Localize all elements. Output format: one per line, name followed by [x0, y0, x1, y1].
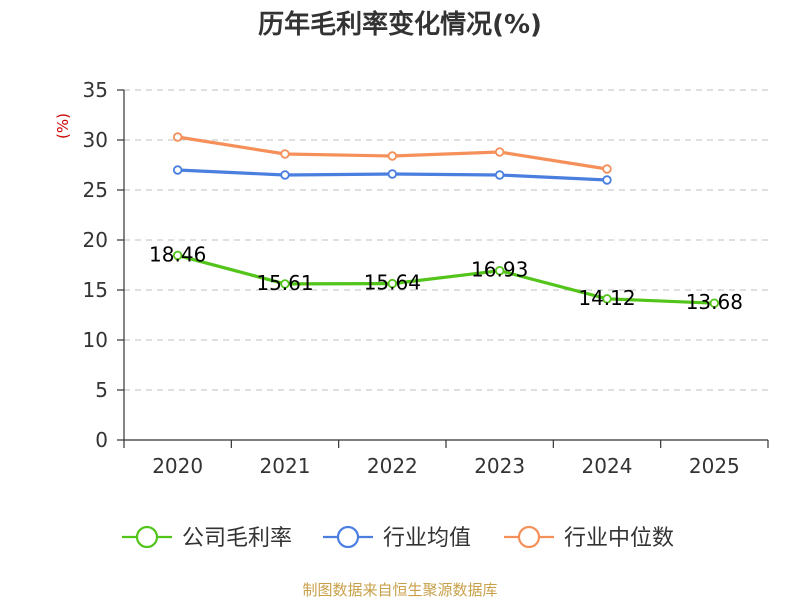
- legend-label: 行业中位数: [564, 526, 674, 551]
- data-label: 18.46: [149, 242, 206, 266]
- x-tick-label: 2022: [367, 454, 418, 478]
- legend-marker: [517, 525, 541, 549]
- legend-item[interactable]: 公司毛利率: [122, 525, 292, 551]
- data-point: [602, 164, 612, 174]
- data-point: [280, 149, 290, 159]
- y-tick-label: 5: [95, 378, 108, 402]
- data-label: 15.61: [256, 271, 313, 295]
- data-point: [709, 298, 720, 308]
- data-point: [172, 250, 183, 261]
- series-1: [172, 250, 720, 308]
- y-tick-label: 35: [83, 78, 108, 102]
- data-label: 14.12: [578, 286, 635, 310]
- grid: [124, 89, 768, 391]
- series-2: [172, 165, 612, 185]
- legend-label: 行业均值: [383, 526, 471, 551]
- data-label: 13.68: [686, 290, 743, 314]
- y-tick-label: 0: [95, 428, 108, 452]
- data-point: [602, 175, 612, 185]
- y-tick-label: 10: [83, 328, 108, 352]
- data-label: 15.64: [364, 271, 421, 295]
- chart-title: 历年毛利率变化情况(%): [258, 9, 542, 40]
- legend-marker: [135, 525, 159, 549]
- data-point: [387, 278, 398, 289]
- series: [172, 132, 720, 308]
- x-tick-label: 2021: [260, 454, 311, 478]
- y-tick-label: 15: [83, 278, 108, 302]
- y-tick-label: 20: [83, 228, 108, 252]
- y-axis-label: (%): [54, 113, 72, 139]
- y-tick-label: 30: [83, 128, 108, 152]
- data-labels: 18.46 15.61 15.64 16.93 14.12 13.68: [149, 242, 743, 314]
- data-point: [494, 266, 505, 276]
- data-point: [494, 147, 505, 157]
- series-line: [177, 253, 715, 305]
- data-point: [172, 165, 183, 175]
- data-point: [280, 279, 290, 289]
- legend-label: 公司毛利率: [182, 526, 292, 551]
- x-tick-label: 2024: [582, 454, 633, 478]
- data-point: [494, 170, 505, 180]
- y-tick-label: 25: [83, 178, 108, 202]
- data-point: [602, 294, 612, 304]
- source-note: 制图数据来自恒生聚源数据库: [302, 581, 497, 599]
- data-point: [387, 169, 398, 179]
- data-label: 16.93: [471, 258, 528, 282]
- data-point: [280, 170, 290, 180]
- series-3: [172, 132, 612, 174]
- legend-marker: [336, 525, 360, 549]
- data-point: [387, 151, 398, 161]
- x-tick-label: 2020: [152, 454, 203, 478]
- data-point: [172, 132, 183, 142]
- x-tick-label: 2023: [474, 454, 525, 478]
- x-tick-label: 2025: [689, 454, 740, 478]
- legend-item[interactable]: 行业中位数: [504, 525, 674, 551]
- legend-item[interactable]: 行业均值: [323, 525, 471, 551]
- legend[interactable]: 公司毛利率 行业均值 行业中位数: [122, 525, 674, 551]
